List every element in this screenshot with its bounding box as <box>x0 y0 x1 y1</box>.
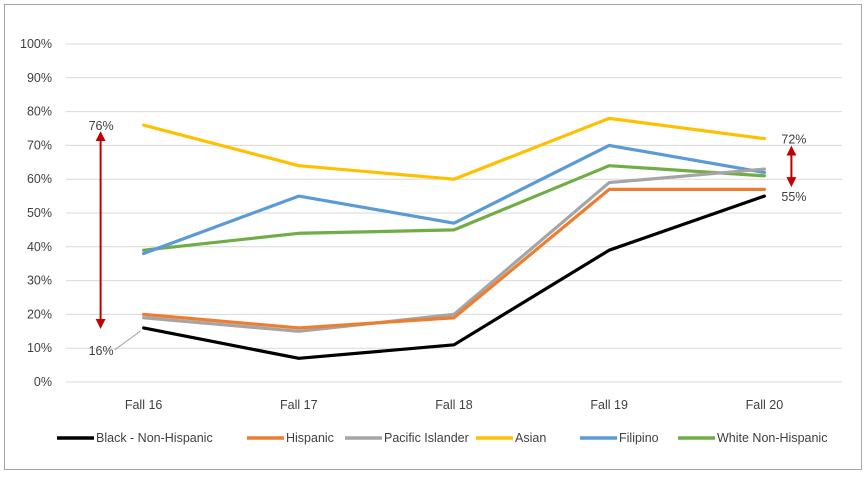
legend-label: Pacific Islander <box>384 431 469 445</box>
legend-label: Hispanic <box>286 431 334 445</box>
data-label: 76% <box>89 119 114 133</box>
data-label: 72% <box>781 133 806 147</box>
series-line-white-non-hispanic <box>142 164 767 252</box>
y-tick-label: 30% <box>27 274 52 288</box>
series-line-pacific-islander <box>142 167 767 333</box>
gridlines <box>66 43 842 383</box>
leader-line <box>114 330 141 351</box>
y-tick-label: 70% <box>27 138 52 152</box>
legend-label: Asian <box>515 431 546 445</box>
data-label: 55% <box>781 190 806 204</box>
legend-label: White Non-Hispanic <box>717 431 827 445</box>
y-tick-label: 20% <box>27 307 52 321</box>
y-tick-label: 90% <box>27 71 52 85</box>
y-tick-label: 40% <box>27 240 52 254</box>
x-tick-label: Fall 19 <box>590 398 628 412</box>
y-tick-label: 10% <box>27 341 52 355</box>
annotations: 76% 16% 72% 55% <box>89 119 807 358</box>
legend-label: Black - Non-Hispanic <box>96 431 213 445</box>
x-tick-label: Fall 16 <box>125 398 163 412</box>
series-lines <box>142 116 767 360</box>
y-tick-label: 80% <box>27 105 52 119</box>
x-tick-label: Fall 20 <box>746 398 784 412</box>
legend-label: Filipino <box>619 431 659 445</box>
x-tick-label: Fall 17 <box>280 398 318 412</box>
data-label: 16% <box>89 344 114 358</box>
y-tick-label: 0% <box>34 375 52 389</box>
chart-frame <box>4 4 862 470</box>
x-tick-label: Fall 18 <box>435 398 473 412</box>
y-tick-label: 100% <box>20 37 52 51</box>
y-axis-ticks: 0% 10% 20% 30% 40% 50% 60% 70% 80% 90% 100% <box>20 37 52 389</box>
y-tick-label: 50% <box>27 206 52 220</box>
series-line-black-non-hispanic <box>142 194 767 360</box>
gap-arrows <box>95 131 797 329</box>
y-tick-label: 60% <box>27 172 52 186</box>
x-axis-ticks: Fall 16 Fall 17 Fall 18 Fall 19 Fall 20 <box>125 398 783 412</box>
legend: Black - Non-Hispanic Hispanic Pacific Isla… <box>57 431 827 445</box>
series-line-asian <box>142 116 767 181</box>
series-line-hispanic <box>142 187 767 330</box>
series-line-filipino <box>142 143 767 256</box>
